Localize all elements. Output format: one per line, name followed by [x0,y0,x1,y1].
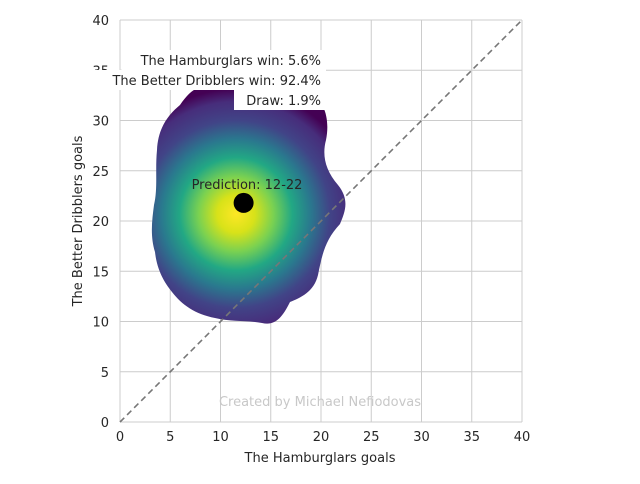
x-tick-labels: 0 5 10 15 20 25 30 35 40 [116,430,530,445]
home-win-label: The Hamburglars win: 5.6% [140,54,321,69]
credit-text: Created by Michael Nefiodovas [219,395,421,410]
win-probability-annotations: The Hamburglars win: 5.6% The Better Dri… [92,50,326,110]
y-tick-label: 15 [92,265,109,280]
y-tick-label: 25 [92,165,109,180]
home-win-box [122,50,326,70]
y-tick-label: 0 [101,416,109,431]
y-tick-label: 30 [92,115,109,130]
x-tick-label: 20 [313,430,330,445]
x-tick-label: 5 [166,430,174,445]
diagonal-line [119,19,523,423]
x-tick-label: 30 [413,430,430,445]
x-axis-label: The Hamburglars goals [244,451,396,466]
y-tick-label: 20 [92,215,109,230]
draw-box [234,90,326,110]
x-tick-label: 0 [116,430,124,445]
draw-label: Draw: 1.9% [246,94,321,109]
prediction-point [233,192,254,213]
x-tick-label: 35 [463,430,480,445]
away-win-label: The Better Dribblers win: 92.4% [111,74,321,89]
axis-spines [119,19,523,423]
prediction-label: Prediction: 12-22 [192,178,303,193]
x-tick-label: 15 [262,430,279,445]
away-win-box [92,70,326,90]
y-tick-label: 40 [92,14,109,29]
y-tick-label: 5 [101,366,109,381]
y-axis-label: The Better Dribblers goals [71,135,86,307]
x-tick-label: 40 [514,430,531,445]
x-tick-label: 25 [363,430,380,445]
y-tick-label: 10 [92,316,109,331]
x-tick-label: 10 [212,430,229,445]
